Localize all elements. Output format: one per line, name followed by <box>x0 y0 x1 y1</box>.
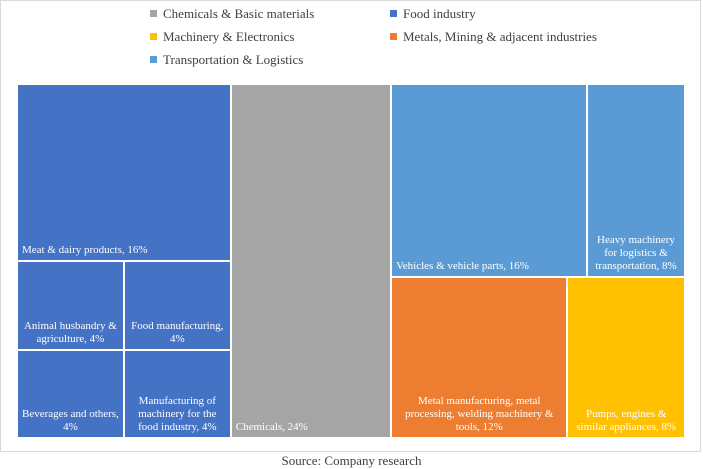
cell-label: Vehicles & vehicle parts, 16% <box>396 260 529 273</box>
cell-label: Beverages and others, 4% <box>22 408 119 433</box>
legend-label: Machinery & Electronics <box>163 29 295 44</box>
legend-swatch <box>150 33 157 40</box>
legend-item: Metals, Mining & adjacent industries <box>390 29 597 45</box>
cell-label: Animal husbandry & agriculture, 4% <box>23 319 117 345</box>
source-note: Source: Company research <box>281 453 422 468</box>
legend-label: Chemicals & Basic materials <box>163 6 315 21</box>
legend-item: Food industry <box>390 6 476 22</box>
treemap-cell: Food manufacturing, 4% <box>123 261 231 350</box>
treemap-cell: Pumps, engines & similar appliances, 8% <box>567 277 685 438</box>
cell-label: Pumps, engines & similar appliances, 8% <box>576 407 677 433</box>
chart-frame <box>0 0 701 452</box>
treemap-cell: Vehicles & vehicle parts, 16% <box>391 84 588 278</box>
legend-label: Transportation & Logistics <box>163 52 304 67</box>
legend-swatch <box>390 33 397 40</box>
cell-label: Food manufacturing, 4% <box>131 319 224 345</box>
legend-label: Food industry <box>403 6 476 21</box>
treemap-cell: Animal husbandry & agriculture, 4% <box>17 261 124 350</box>
cell-label: Heavy machinery for logistics & transpor… <box>595 234 677 273</box>
legend-item: Machinery & Electronics <box>150 29 294 45</box>
legend-label: Metals, Mining & adjacent industries <box>403 29 597 44</box>
cell-label: Manufacturing of machinery for the food … <box>138 395 217 433</box>
treemap-cell: Beverages and others, 4% <box>17 349 124 438</box>
legend-item: Chemicals & Basic materials <box>150 6 314 22</box>
treemap-cell: Manufacturing of machinery for the food … <box>123 349 231 438</box>
legend-swatch <box>150 56 157 63</box>
treemap-cell: Meat & dairy products, 16% <box>17 84 231 261</box>
legend-swatch <box>390 10 397 17</box>
legend-item: Transportation & Logistics <box>150 52 303 68</box>
cell-label: Metal manufacturing, metal processing, w… <box>405 394 554 433</box>
legend-swatch <box>150 10 157 17</box>
treemap-cell: Metal manufacturing, metal processing, w… <box>391 277 568 438</box>
treemap-cell: Chemicals, 24% <box>230 84 392 438</box>
treemap-cell: Heavy machinery for logistics & transpor… <box>587 84 685 278</box>
cell-label: Meat & dairy products, 16% <box>22 244 148 256</box>
cell-label: Chemicals, 24% <box>235 421 308 433</box>
